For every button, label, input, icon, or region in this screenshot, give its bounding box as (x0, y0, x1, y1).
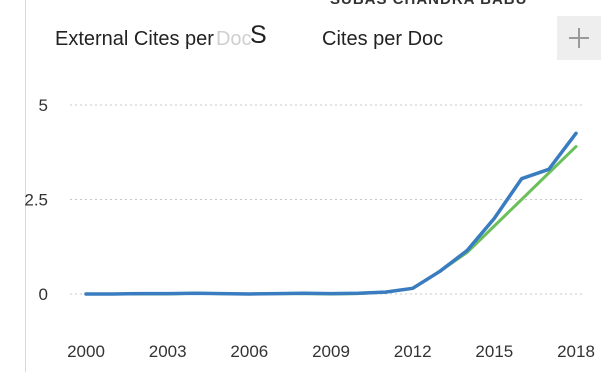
x-tick-label: 2018 (557, 342, 595, 361)
legend-overlay-letter: S (250, 21, 267, 49)
y-tick-label: 0 (39, 285, 48, 304)
plus-icon (569, 28, 589, 48)
x-tick-label: 2003 (149, 342, 187, 361)
legend-label-external-cites: External Cites per (55, 28, 214, 50)
legend-label-cites-per-doc: Cites per Doc (322, 28, 444, 50)
add-button[interactable] (557, 16, 601, 60)
y-tick-label: 2.5 (24, 191, 48, 210)
x-tick-label: 2006 (230, 342, 268, 361)
chart-legend: External Cites per Doc (55, 28, 252, 51)
clipped-header-text: SUBAS CHANDRA BABU (330, 0, 527, 8)
series-line-external-cites (84, 145, 578, 296)
y-tick-label: 5 (39, 96, 48, 115)
legend-label-external-cites-faded: Doc (215, 28, 252, 50)
panel-left-border (25, 0, 26, 372)
x-tick-label: 2012 (394, 342, 432, 361)
legend-item-external-cites[interactable]: External Cites per Doc (55, 28, 252, 51)
series-line-cites-per-doc (84, 131, 578, 296)
x-tick-label: 2000 (67, 342, 105, 361)
x-tick-label: 2015 (475, 342, 513, 361)
legend-item-cites-per-doc[interactable]: Cites per Doc (322, 28, 443, 51)
x-tick-label: 2009 (312, 342, 350, 361)
